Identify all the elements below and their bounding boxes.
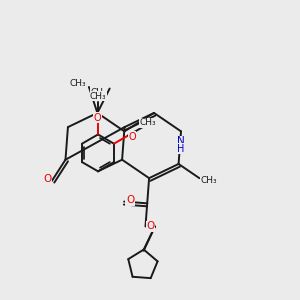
Text: CH₃: CH₃ [90,88,107,97]
Text: O: O [128,132,136,142]
Text: N: N [177,136,184,146]
Text: O: O [126,195,134,205]
Text: O: O [94,113,101,123]
Text: O: O [147,221,155,232]
Text: CH₃: CH₃ [69,80,86,88]
Text: CH₃: CH₃ [201,176,217,185]
Text: CH₃: CH₃ [90,92,106,101]
Text: CH₃: CH₃ [140,118,157,127]
Text: H: H [177,144,184,154]
Text: O: O [43,174,52,184]
